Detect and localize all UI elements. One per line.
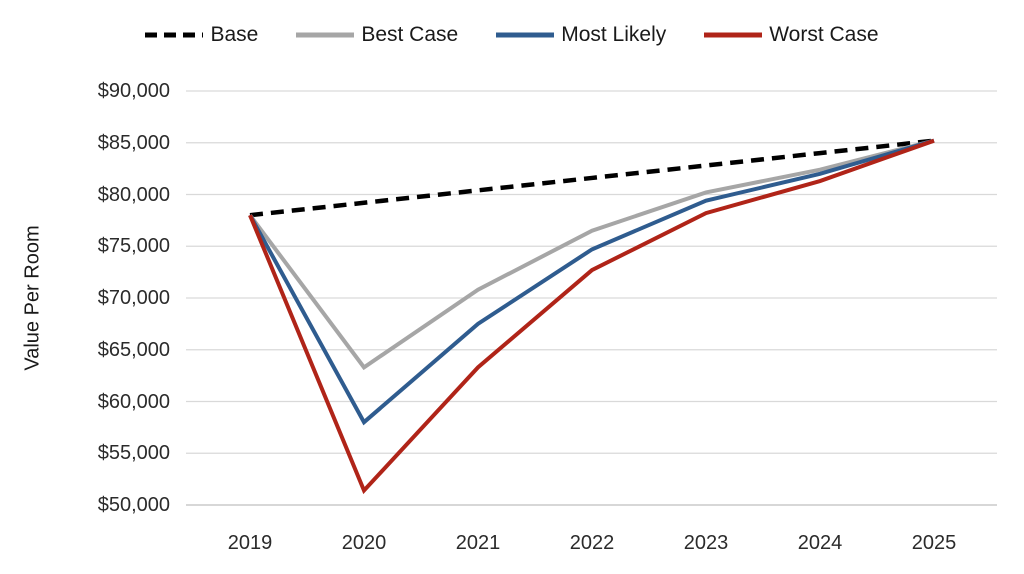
- legend-label: Most Likely: [561, 23, 667, 46]
- legend-item-base: Base: [145, 23, 258, 47]
- legend-item-best-case: Best Case: [296, 23, 458, 47]
- y-tick-label: $80,000: [97, 183, 170, 206]
- y-tick-label: $90,000: [97, 80, 170, 102]
- series-line-worst-case: [248, 138, 935, 495]
- x-tick-label: 2023: [683, 532, 729, 554]
- x-tick-label: 2025: [911, 532, 957, 554]
- x-tick-label: 2022: [569, 532, 615, 554]
- legend-label: Best Case: [361, 23, 459, 46]
- x-tick-label: 2024: [797, 532, 843, 554]
- series-line-most-likely: [248, 138, 935, 426]
- y-tick-label: $55,000: [97, 442, 170, 465]
- legend-label: Worst Case: [769, 23, 879, 46]
- series-line-base: [249, 138, 935, 218]
- x-tick-label: 2020: [341, 532, 387, 554]
- legend-label: Base: [210, 23, 259, 46]
- legend-item-most-likely: Most Likely: [496, 23, 666, 47]
- x-tick-label: 2021: [455, 532, 501, 554]
- legend-swatch-best-case: [296, 32, 355, 38]
- chart-legend: Base Best Case Most Likely Worst Case: [0, 20, 1024, 50]
- y-tick-label: $65,000: [97, 338, 170, 361]
- x-tick-label: 2019: [227, 532, 273, 554]
- y-tick-label: $70,000: [97, 287, 170, 309]
- legend-swatch-worst-case: [704, 32, 763, 38]
- series-line-best-case: [248, 138, 935, 371]
- legend-item-worst-case: Worst Case: [704, 23, 879, 47]
- y-tick-label: $75,000: [97, 235, 170, 258]
- legend-swatch-most-likely: [496, 32, 555, 38]
- legend-swatch-base: [145, 32, 204, 38]
- y-tick-label: $60,000: [97, 390, 170, 413]
- y-tick-label: $85,000: [97, 131, 170, 154]
- y-tick-label: $50,000: [97, 494, 170, 516]
